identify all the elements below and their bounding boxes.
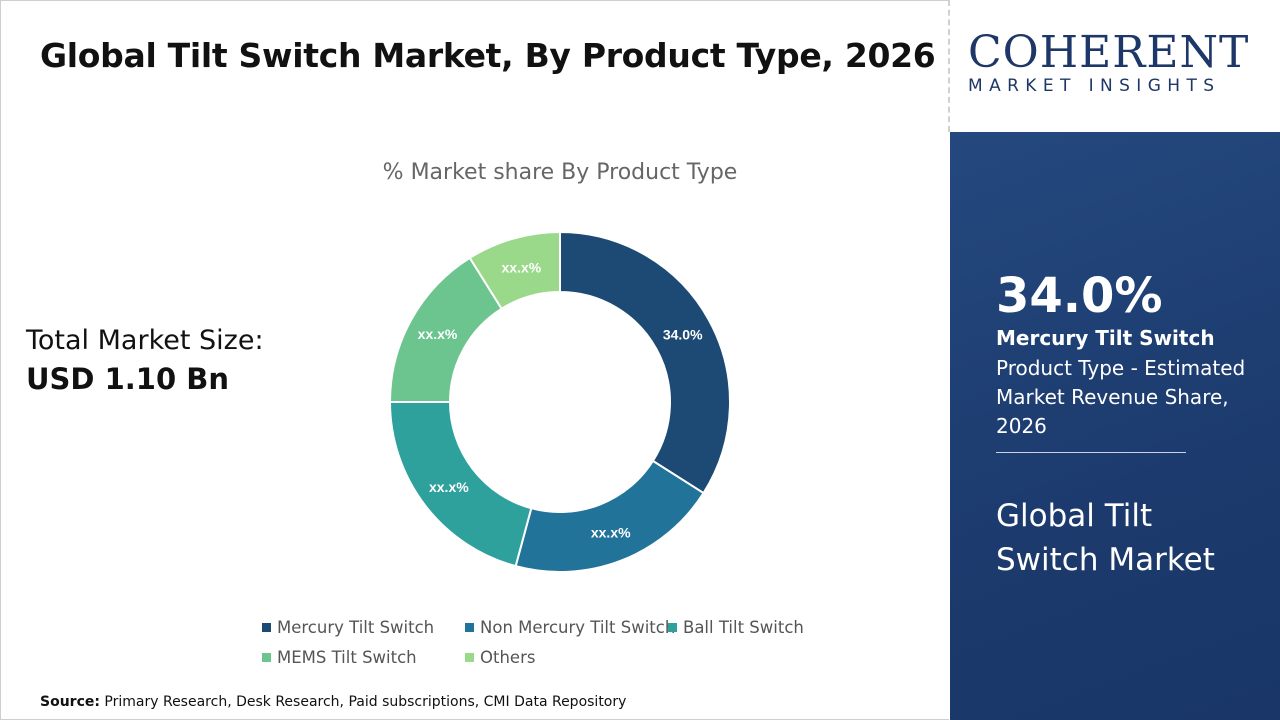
divider <box>948 0 950 132</box>
legend-swatch <box>465 623 474 632</box>
legend-label: MEMS Tilt Switch <box>277 648 417 667</box>
legend-label: Others <box>480 648 536 667</box>
panel-divider <box>996 452 1186 453</box>
chart-title: % Market share By Product Type <box>382 160 738 185</box>
data-label: xx.x% <box>429 479 469 495</box>
source-note: Source: Primary Research, Desk Research,… <box>40 694 626 710</box>
legend-swatch <box>465 653 474 662</box>
legend-item: Ball Tilt Switch <box>668 618 804 637</box>
donut-slice-non-mercury-tilt-switch <box>514 459 705 573</box>
highlight-panel: 34.0% Mercury Tilt Switch Product Type -… <box>950 132 1280 720</box>
legend-item: Non Mercury Tilt Switch <box>465 618 675 637</box>
source-label: Source: <box>40 694 100 710</box>
legend-label: Ball Tilt Switch <box>683 618 804 637</box>
data-label: xx.x% <box>502 259 542 275</box>
legend-swatch <box>262 623 271 632</box>
legend-swatch <box>668 623 677 632</box>
data-label: 34.0% <box>663 327 703 343</box>
market-name: Global Tilt Switch Market <box>996 498 1215 578</box>
source-text: Primary Research, Desk Research, Paid su… <box>104 694 627 710</box>
total-market-value: USD 1.10 Bn <box>26 362 229 396</box>
legend-swatch <box>262 653 271 662</box>
legend-label: Mercury Tilt Switch <box>277 618 435 637</box>
donut-slice-others <box>468 230 561 311</box>
legend-item: Others <box>465 648 535 667</box>
highlight-segment: Mercury Tilt Switch <box>996 326 1215 350</box>
company-logo: COHERENT MARKET INSIGHTS <box>968 27 1263 97</box>
legend-item: Mercury Tilt Switch <box>262 618 434 637</box>
highlight-description: Product Type - Estimated Market Revenue … <box>996 356 1246 438</box>
page-title: Global Tilt Switch Market, By Product Ty… <box>40 36 936 75</box>
data-label: xx.x% <box>591 524 631 540</box>
logo-wordmark: COHERENT <box>968 27 1250 78</box>
total-market-label: Total Market Size: <box>26 325 264 356</box>
legend-item: MEMS Tilt Switch <box>262 648 417 667</box>
donut-slice-mercury-tilt-switch <box>559 230 732 495</box>
logo-tagline: MARKET INSIGHTS <box>968 76 1221 96</box>
data-label: xx.x% <box>418 326 458 342</box>
donut-chart: 34.0% xx.x% xx.x% xx.x% xx.x% <box>388 230 732 573</box>
legend-label: Non Mercury Tilt Switch <box>480 618 676 637</box>
highlight-percent: 34.0% <box>996 268 1163 324</box>
